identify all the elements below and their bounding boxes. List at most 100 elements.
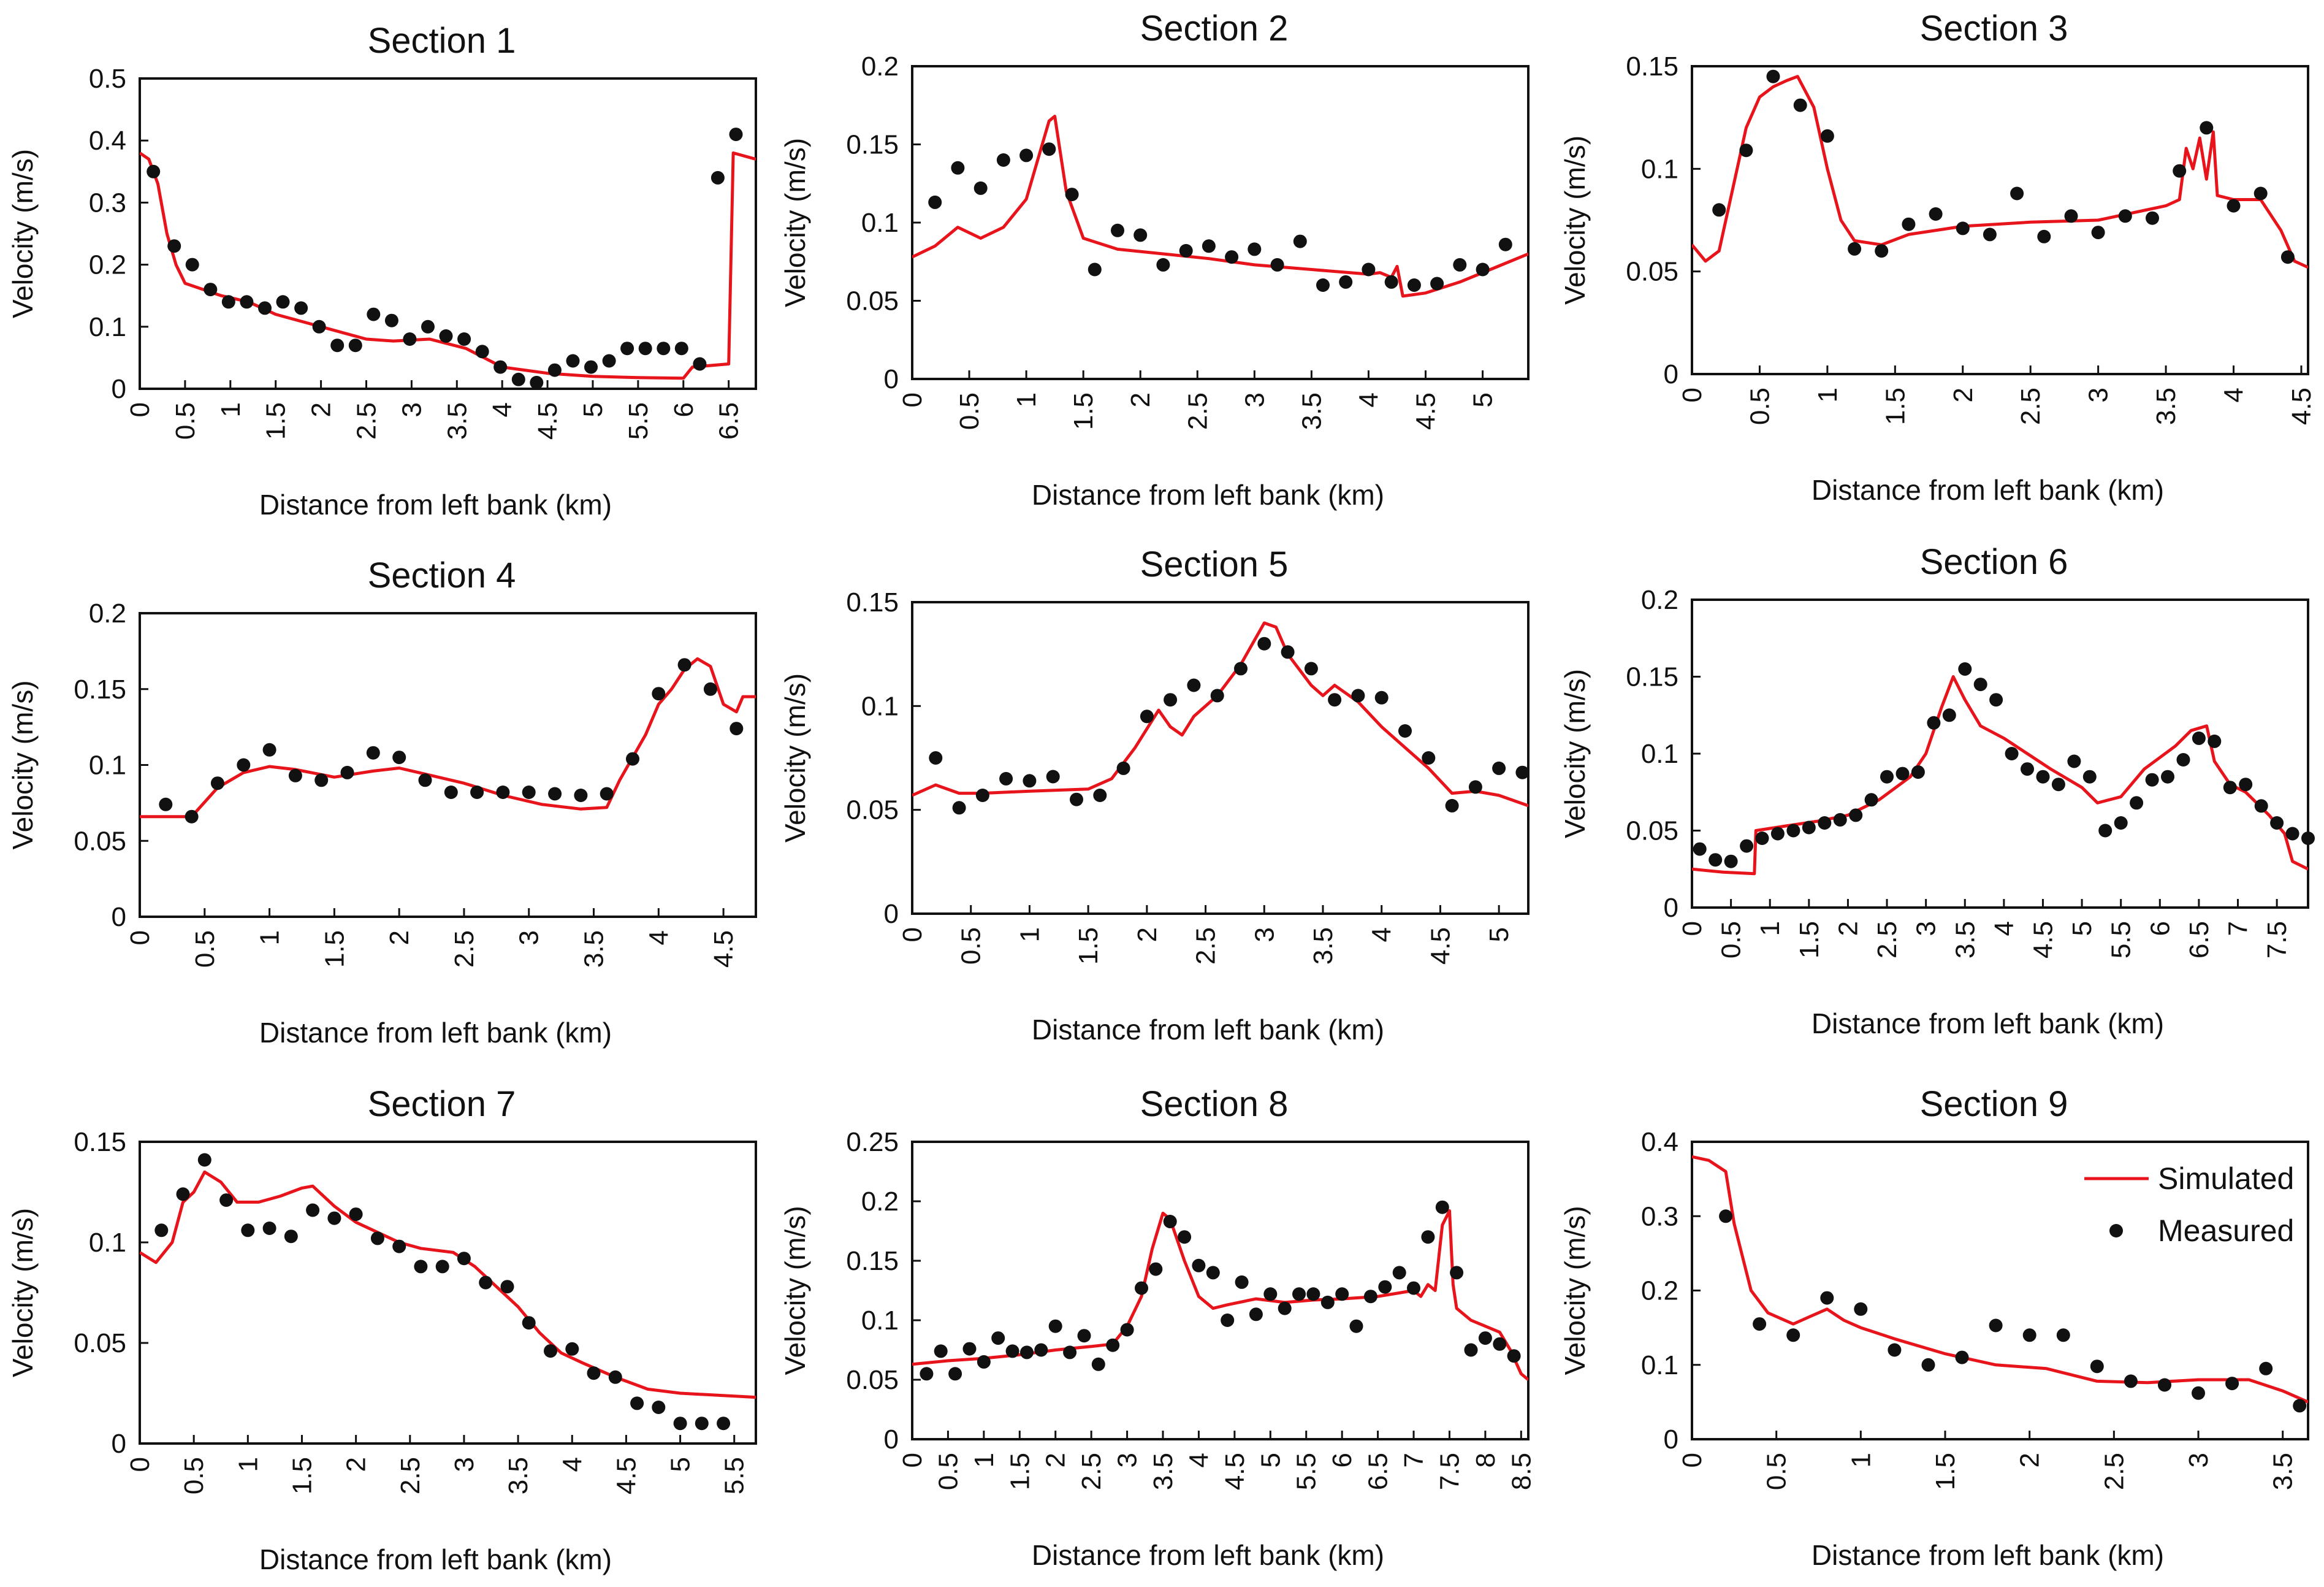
measured-point	[219, 1193, 234, 1207]
x-tick-label: 2.5	[1191, 927, 1221, 965]
measured-point	[330, 338, 345, 353]
x-tick-label: 5	[666, 1457, 696, 1472]
x-tick-label: 7	[1399, 1453, 1429, 1467]
measured-point	[2192, 731, 2206, 745]
measured-point	[620, 342, 634, 356]
measured-point	[197, 1153, 211, 1167]
measured-point	[403, 332, 417, 346]
measured-point	[237, 758, 251, 772]
measured-point	[996, 153, 1010, 167]
measured-point	[1046, 770, 1060, 784]
measured-point	[240, 295, 254, 309]
x-tick-label: 3.5	[1297, 392, 1327, 430]
measured-point	[1740, 839, 1754, 853]
chart-title: Section 8	[1140, 1084, 1289, 1124]
measured-point	[630, 1396, 644, 1410]
x-tick-label: 2.5	[2016, 388, 2046, 425]
x-tick-label: 3	[449, 1457, 479, 1472]
x-tick-label: 1	[1012, 392, 1042, 407]
measured-point	[1820, 129, 1834, 143]
measured-point	[1398, 724, 1412, 738]
measured-point	[2051, 778, 2065, 792]
y-tick-label: 0.4	[89, 126, 126, 156]
simulated-series-line	[140, 1170, 756, 1399]
measured-point	[1063, 1345, 1077, 1359]
x-axis-label: Distance from left bank (km)	[1812, 1008, 2164, 1039]
measured-point	[1770, 827, 1785, 841]
measured-point	[1263, 1287, 1278, 1301]
x-tick-label: 6.5	[714, 402, 744, 440]
measured-point	[479, 1275, 493, 1290]
measured-point	[262, 1222, 276, 1235]
x-tick-label: 2	[2015, 1453, 2045, 1467]
y-tick-label: 0.2	[89, 598, 126, 629]
x-tick-label: 2.5	[449, 930, 479, 968]
y-axis-label: Velocity (m/s)	[779, 673, 811, 843]
measured-point	[2130, 796, 2144, 810]
x-tick-label: 1.5	[1005, 1453, 1035, 1490]
measured-point	[1077, 1329, 1091, 1343]
measured-point	[1320, 1295, 1335, 1309]
y-tick-label: 0.05	[846, 1365, 899, 1395]
x-tick-label: 0	[897, 1453, 928, 1467]
y-tick-label: 0	[1664, 1424, 1678, 1455]
x-tick-label: 1	[969, 1453, 999, 1467]
measured-point	[1445, 798, 1459, 813]
x-tick-label: 1	[1846, 1453, 1876, 1467]
measured-point	[1709, 853, 1723, 867]
measured-point	[1786, 1328, 1800, 1342]
measured-point	[1135, 1281, 1148, 1295]
x-tick-label: 0.5	[954, 392, 985, 430]
measured-point	[1023, 774, 1037, 788]
chart-panel-3: Section 3 0 0.05 0.1 0.15 0 0.5 1 1.5 2 2.5 3 3.5 4 4.…	[1559, 9, 2317, 506]
x-tick-label: 4.5	[1220, 1453, 1250, 1490]
measured-point	[547, 363, 562, 377]
chart-title: Section 2	[1140, 9, 1289, 48]
y-axis-label: Velocity (m/s)	[1559, 669, 1591, 838]
y-tick-label: 0.1	[1641, 739, 1678, 769]
y-tick-label: 0.15	[74, 675, 126, 705]
measured-point	[1493, 1337, 1507, 1351]
measured-point	[1911, 765, 1925, 779]
x-tick-label: 0	[125, 402, 155, 417]
measured-point	[673, 1417, 687, 1431]
chart-title: Section 5	[1140, 545, 1289, 584]
measured-point	[2067, 754, 2081, 768]
measured-point	[2280, 250, 2295, 264]
measured-point	[1422, 751, 1436, 765]
measured-point	[2098, 824, 2113, 838]
x-tick-label: 5.5	[623, 402, 653, 440]
simulated-series-line	[140, 657, 756, 819]
measured-point	[1234, 662, 1248, 676]
y-axis-label: Velocity (m/s)	[7, 680, 39, 849]
measured-point	[221, 295, 235, 309]
measured-point	[1515, 765, 1530, 779]
measured-point	[1435, 1200, 1449, 1214]
measured-point	[511, 372, 525, 386]
x-tick-label: 3	[1911, 921, 1941, 936]
measured-point	[2005, 747, 2019, 760]
measured-point	[1221, 1314, 1235, 1327]
measured-point	[703, 682, 717, 696]
measured-point	[1724, 854, 1738, 868]
x-axis-label: Distance from left bank (km)	[259, 489, 612, 521]
measured-point	[392, 1239, 406, 1253]
y-tick-label: 0	[112, 902, 126, 932]
measured-point	[2200, 121, 2214, 135]
x-tick-label: 3.5	[1148, 1453, 1178, 1490]
measured-point	[1362, 262, 1376, 277]
measured-point	[418, 773, 432, 787]
x-tick-label: 5.5	[720, 1457, 750, 1494]
chart-panel-1: Section 1 0 0.1 0.2 0.3 0.4 0.5 0 0.5 1 1.5 2 2.5 3 3.…	[7, 21, 757, 521]
chart-title: Section 3	[1920, 9, 2068, 48]
measured-point	[999, 771, 1013, 786]
measured-point	[1210, 689, 1224, 703]
y-tick-label: 0.1	[1641, 1350, 1678, 1380]
measured-point	[1270, 258, 1284, 272]
measured-point	[349, 1207, 363, 1222]
measured-point	[1929, 207, 1943, 221]
simulated-series-line	[140, 151, 756, 380]
x-tick-label: 1.5	[261, 402, 291, 440]
measured-point	[2146, 211, 2159, 225]
measured-point	[500, 1280, 514, 1294]
